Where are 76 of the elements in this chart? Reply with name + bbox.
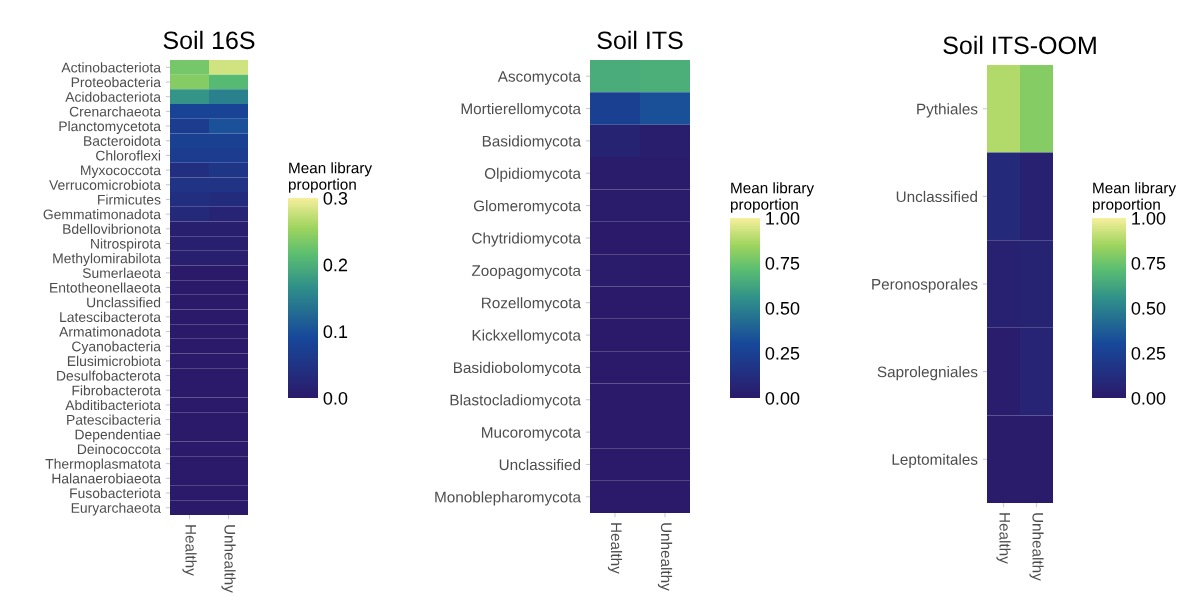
y-tick-label: Euryarchaeota: [71, 502, 161, 516]
y-tick-label: Abditibacteriota: [65, 399, 161, 411]
y-tick-label: Acidobacteriota: [65, 91, 161, 102]
y-tick-label: Peronosporales: [872, 278, 978, 293]
y-tick-label: Pythiales: [917, 103, 978, 118]
y-tick-label: Mucoromycota: [482, 427, 581, 441]
y-tick-label: Methylomirabilota: [53, 253, 161, 267]
y-tick-label: Verrucomicrobiota: [49, 179, 161, 190]
y-tick-label: Basidiobolomycota: [454, 361, 581, 377]
chart-title: Soil ITS-OOM: [943, 35, 1096, 55]
color-bar-label: 1.00: [1132, 211, 1166, 225]
color-bar-label: 0.00: [1131, 391, 1166, 405]
color-bar-title: Mean library proportion: [288, 162, 373, 193]
y-tick-label: Glomeromycota: [473, 200, 581, 215]
color-bar-label: 0.75: [765, 256, 800, 270]
x-tick-label: Unhealthy: [657, 523, 673, 591]
y-tick-label: Bacteroidota: [84, 135, 161, 146]
y-tick-label: Firmicutes: [98, 194, 161, 205]
color-bar-label: 0.50: [1131, 301, 1166, 315]
y-tick-label: Monoblepharomycota: [435, 491, 581, 506]
chart-title: Soil 16S: [163, 30, 255, 50]
y-tick-label: Basidiomycota: [482, 135, 581, 150]
x-tick-label: Healthy: [182, 525, 197, 576]
y-tick-label: Unclassified: [499, 458, 580, 471]
y-tick-label: Fibrobacterota: [72, 385, 161, 396]
y-tick-label: Dependentiae: [75, 429, 161, 443]
color-bar-label: 0.0: [323, 391, 348, 405]
y-tick-label: Myxococcota: [81, 165, 161, 178]
y-tick-label: Chloroflexi: [96, 150, 161, 161]
color-bar-label: 0.25: [1131, 346, 1166, 360]
y-tick-label: Zoopagomycota: [471, 265, 581, 280]
color-bar-label: 0.1: [323, 325, 348, 339]
y-tick-label: Kickxellomycota: [472, 329, 581, 344]
y-tick-label: Chytridiomycota: [472, 232, 581, 247]
y-tick-label: Latescibacterota: [60, 311, 161, 323]
x-tick-label: Healthy: [996, 513, 1011, 564]
y-tick-label: Ascomycota: [497, 71, 581, 85]
y-tick-label: Patescibacteria: [67, 414, 161, 425]
y-tick-label: Bdellovibrionota: [63, 223, 161, 234]
y-tick-label: Cyanobacteria: [72, 341, 161, 355]
color-bar-title: Mean library proportion: [730, 182, 815, 213]
y-tick-label: Blastocladiomycota: [450, 394, 581, 409]
y-tick-label: Armatimonadota: [59, 326, 161, 337]
y-tick-label: Proteobacteria: [71, 76, 161, 88]
x-tick-label: Healthy: [607, 523, 623, 574]
color-bar-label: 0.75: [1131, 256, 1166, 270]
y-tick-label: Planctomycetota: [59, 121, 161, 134]
y-tick-label: Crenarchaeota: [69, 106, 161, 117]
y-tick-label: Fusobacteriota: [70, 487, 161, 499]
y-tick-label: Olpidiomycota: [484, 167, 581, 182]
y-tick-label: Nitrospirota: [91, 238, 161, 252]
y-tick-label: Rozellomycota: [482, 297, 581, 312]
y-tick-label: Deinococcota: [77, 443, 161, 455]
x-tick-label: Unhealthy: [1029, 513, 1044, 581]
chart-title: Soil ITS: [597, 30, 683, 50]
y-tick-label: Halanaerobiaeota: [52, 473, 161, 484]
color-bar-label: 0.25: [765, 346, 800, 360]
y-tick-label: Mortierellomycota: [461, 103, 581, 118]
color-bar-label: 0.3: [323, 191, 348, 205]
color-bar-label: 0.2: [323, 258, 348, 272]
color-bar-label: 1.00: [766, 211, 800, 225]
color-bar-label: 0.00: [765, 391, 800, 405]
y-tick-label: Unclassified: [87, 297, 161, 308]
y-tick-label: Sumerlaeota: [82, 267, 161, 278]
color-bar-title: Mean library proportion: [1092, 182, 1177, 213]
y-tick-label: Thermoplasmatota: [45, 458, 161, 472]
color-bar-label: 0.50: [765, 301, 800, 315]
y-tick-label: Leptomitales: [892, 453, 978, 468]
y-tick-label: Elusimicrobiota: [67, 355, 161, 367]
y-tick-label: Unclassified: [896, 190, 977, 203]
y-tick-label: Saprolegniales: [877, 366, 978, 381]
y-tick-label: Desulfobacterota: [57, 370, 161, 381]
y-tick-label: Entotheonellaeota: [50, 282, 161, 293]
x-tick-label: Unhealthy: [221, 525, 236, 593]
y-tick-label: Actinobacteriota: [61, 62, 161, 73]
y-tick-label: Gemmatimonadota: [43, 209, 161, 220]
